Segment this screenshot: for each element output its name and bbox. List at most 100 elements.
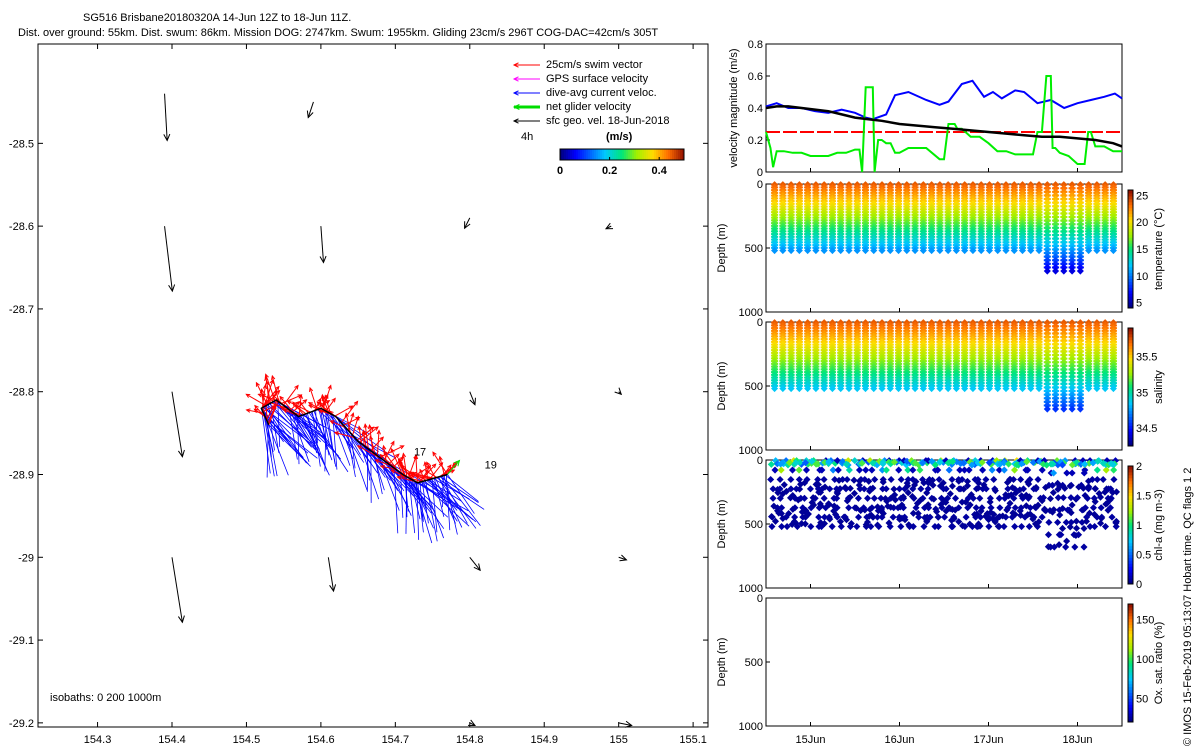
colorbar-tick-label: 0.2 [602, 165, 617, 177]
profile-sample [801, 495, 808, 502]
side-colorbar-tick-label: 5 [1136, 298, 1142, 310]
side-colorbar-cell [1128, 331, 1133, 334]
side-colorbar-tick-label: 15 [1136, 244, 1148, 256]
side-colorbar-tick-label: 10 [1136, 271, 1148, 283]
map-ytick-label: -29 [18, 552, 34, 564]
side-colorbar-cell [1128, 273, 1133, 276]
side-colorbar-cell [1128, 225, 1133, 228]
side-colorbar-cell [1128, 190, 1133, 193]
geo-vector [172, 392, 182, 457]
side-colorbar-cell [1128, 302, 1133, 305]
side-colorbar-cell [1128, 208, 1133, 211]
profile-sample [1069, 406, 1076, 413]
side-colorbar-cell [1128, 252, 1133, 255]
side-colorbar-cell [1128, 334, 1133, 337]
legend-label: dive-avg current veloc. [546, 87, 657, 99]
side-colorbar-cell [1128, 267, 1133, 270]
legend-label: net glider velocity [546, 101, 631, 113]
profile-sample [771, 467, 778, 474]
panel-ytick-label: 0 [757, 179, 763, 191]
side-colorbar-cell [1128, 328, 1133, 331]
geo-vector [165, 94, 168, 141]
side-colorbar-cell [1128, 261, 1133, 264]
map-xtick-label: 154.7 [382, 734, 410, 746]
geo-vector [165, 226, 173, 291]
profile-sample [807, 485, 814, 492]
side-colorbar-cell [1128, 431, 1133, 434]
panel-ytick-label: 0 [757, 167, 763, 179]
side-colorbar-cell [1128, 237, 1133, 240]
side-colorbar-cell [1128, 217, 1133, 220]
side-colorbar-cell [1128, 205, 1133, 208]
side-colorbar-cell [1128, 428, 1133, 431]
map-xtick-label: 155.1 [679, 734, 707, 746]
profile-sample [1044, 268, 1051, 275]
profile-sample [1044, 406, 1051, 413]
side-colorbar-cell [1128, 234, 1133, 237]
profile-sample [778, 467, 785, 474]
side-colorbar-cell [1128, 193, 1133, 196]
panel-ylabel: Depth (m) [716, 224, 728, 273]
map-xtick-label: 154.8 [456, 734, 484, 746]
side-colorbar-cell [1128, 414, 1133, 417]
colorbar-tick-label: 0 [557, 165, 563, 177]
legend-label: 25cm/s swim vector [546, 59, 643, 71]
panel-ylabel: Depth (m) [716, 362, 728, 411]
side-colorbar-cell [1128, 363, 1133, 366]
profile-sample [1052, 268, 1059, 275]
panel-ytick-label: 0.2 [748, 135, 763, 147]
side-colorbar-cell [1128, 437, 1133, 440]
side-colorbar-cell [1128, 372, 1133, 375]
side-colorbar-cell [1128, 402, 1133, 405]
panel-ylabel: Depth (m) [716, 500, 728, 549]
side-colorbar-cell [1128, 378, 1133, 381]
side-colorbar-tick-label: 25 [1136, 190, 1148, 202]
side-colorbar-cell [1128, 419, 1133, 422]
swim-vector [446, 462, 457, 475]
side-colorbar-label: salinity [1153, 370, 1165, 404]
side-colorbar-cell [1128, 296, 1133, 299]
geo-vector [321, 226, 324, 262]
deep-sample [768, 513, 775, 520]
profile-sample [803, 467, 810, 474]
side-colorbar-cell [1128, 249, 1133, 252]
colorbar-tick-label: 0.4 [652, 165, 668, 177]
side-colorbar-cell [1128, 387, 1133, 390]
side-colorbar-cell [1128, 381, 1133, 384]
side-colorbar-cell [1128, 440, 1133, 443]
side-colorbar-cell [1128, 396, 1133, 399]
map-ytick-label: -28.5 [9, 138, 34, 150]
side-colorbar-cell [1128, 390, 1133, 393]
side-colorbar-tick-label: 20 [1136, 217, 1148, 229]
profile-sample [787, 476, 794, 483]
track-annotation: 17 [414, 446, 426, 458]
side-colorbar-cell [1128, 358, 1133, 361]
side-colorbar-cell [1128, 287, 1133, 290]
velocity-series-line [766, 81, 1122, 119]
map-xtick-label: 154.5 [233, 734, 261, 746]
map-ytick-label: -28.9 [9, 469, 34, 481]
side-colorbar-cell [1128, 337, 1133, 340]
side-colorbar-tick-label: 35.5 [1136, 352, 1157, 364]
profile-sample [820, 476, 827, 483]
side-colorbar-cell [1128, 231, 1133, 234]
geostrophic-vectors [164, 94, 632, 728]
side-colorbar-cell [1128, 264, 1133, 267]
map-frame [38, 44, 708, 727]
side-colorbar-cell [1128, 276, 1133, 279]
side-colorbar-cell [1128, 343, 1133, 346]
map-xtick-label: 155 [609, 734, 627, 746]
side-colorbar-cell [1128, 270, 1133, 273]
map-ytick-label: -28.7 [9, 304, 34, 316]
map-xtick-label: 154.9 [530, 734, 558, 746]
profile-sample [856, 467, 863, 474]
panel-ytick-label: 0.6 [748, 71, 763, 83]
map-ytick-label: -29.1 [9, 635, 34, 647]
side-colorbar-label: temperature (°C) [1153, 208, 1165, 290]
profile-sample [829, 523, 836, 530]
profile-sample [1069, 268, 1076, 275]
